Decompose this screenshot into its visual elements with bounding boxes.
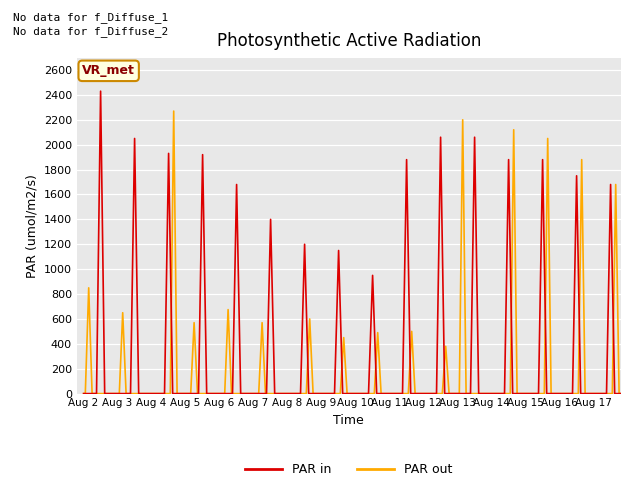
Y-axis label: PAR (umol/m2/s): PAR (umol/m2/s) (25, 174, 38, 277)
Text: No data for f_Diffuse_1
No data for f_Diffuse_2: No data for f_Diffuse_1 No data for f_Di… (13, 12, 168, 37)
X-axis label: Time: Time (333, 414, 364, 427)
Legend: PAR in, PAR out: PAR in, PAR out (240, 458, 458, 480)
Title: Photosynthetic Active Radiation: Photosynthetic Active Radiation (216, 33, 481, 50)
Text: VR_met: VR_met (82, 64, 135, 77)
